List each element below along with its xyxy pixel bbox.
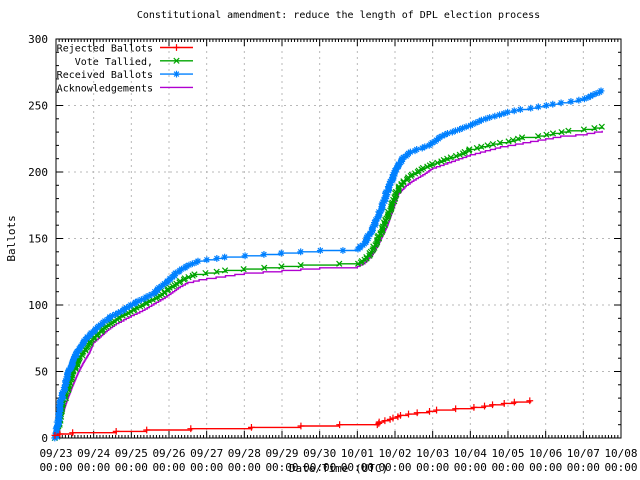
x-tick-date-label: 10/03	[416, 447, 449, 460]
y-tick-label: 150	[28, 233, 48, 246]
x-tick-time-label: 00:00	[341, 461, 374, 474]
y-tick-label: 200	[28, 166, 48, 179]
y-tick-label: 100	[28, 299, 48, 312]
series-line-acknowledgements	[55, 130, 603, 439]
x-tick-time-label: 00:00	[604, 461, 637, 474]
legend-label: Received Ballots	[57, 70, 153, 81]
x-tick-date-label: 10/01	[341, 447, 374, 460]
legend-label: Vote Tallied,	[75, 57, 153, 68]
x-tick-date-label: 10/04	[454, 447, 487, 460]
y-tick-label: 250	[28, 100, 48, 113]
x-tick-time-label: 00:00	[491, 461, 524, 474]
x-tick-time-label: 00:00	[416, 461, 449, 474]
x-tick-time-label: 00:00	[265, 461, 298, 474]
y-tick-label: 50	[35, 366, 48, 379]
series-markers-rejected-ballots	[51, 397, 534, 439]
x-tick-date-label: 09/25	[115, 447, 148, 460]
x-tick-time-label: 00:00	[529, 461, 562, 474]
x-tick-date-label: 09/26	[152, 447, 185, 460]
chart-title: Constitutional amendment: reduce the len…	[137, 10, 540, 21]
series-line-vote-tallied	[55, 126, 603, 439]
y-tick-label: 300	[28, 33, 48, 46]
x-tick-time-label: 00:00	[303, 461, 336, 474]
x-tick-date-label: 10/08	[604, 447, 637, 460]
x-tick-time-label: 00:00	[454, 461, 487, 474]
cross-marker-icon	[173, 57, 180, 64]
x-tick-time-label: 00:00	[190, 461, 223, 474]
x-tick-date-label: 10/06	[529, 447, 562, 460]
x-tick-date-label: 09/28	[228, 447, 261, 460]
x-tick-date-label: 10/07	[567, 447, 600, 460]
x-tick-date-label: 10/02	[378, 447, 411, 460]
x-tick-date-label: 09/30	[303, 447, 336, 460]
x-tick-time-label: 00:00	[39, 461, 72, 474]
x-axis-label: Date/Time (UTC)	[289, 462, 388, 475]
x-tick-time-label: 00:00	[115, 461, 148, 474]
x-tick-date-label: 09/27	[190, 447, 223, 460]
x-tick-time-label: 00:00	[77, 461, 110, 474]
y-tick-label: 0	[41, 432, 48, 445]
legend-label: Rejected Ballots	[57, 44, 153, 55]
asterisk-marker-icon	[173, 70, 180, 78]
series-line-rejected-ballots	[56, 400, 532, 436]
x-tick-date-label: 10/05	[491, 447, 524, 460]
x-tick-date-label: 09/24	[77, 447, 110, 460]
x-tick-time-label: 00:00	[228, 461, 261, 474]
x-tick-date-label: 09/29	[265, 447, 298, 460]
plus-marker-icon	[173, 44, 180, 51]
x-tick-date-label: 09/23	[39, 447, 72, 460]
legend-label: Acknowledgements	[57, 83, 153, 94]
x-tick-time-label: 00:00	[378, 461, 411, 474]
x-tick-time-label: 00:00	[152, 461, 185, 474]
x-tick-time-label: 00:00	[567, 461, 600, 474]
y-axis-label: Ballots	[5, 215, 18, 261]
